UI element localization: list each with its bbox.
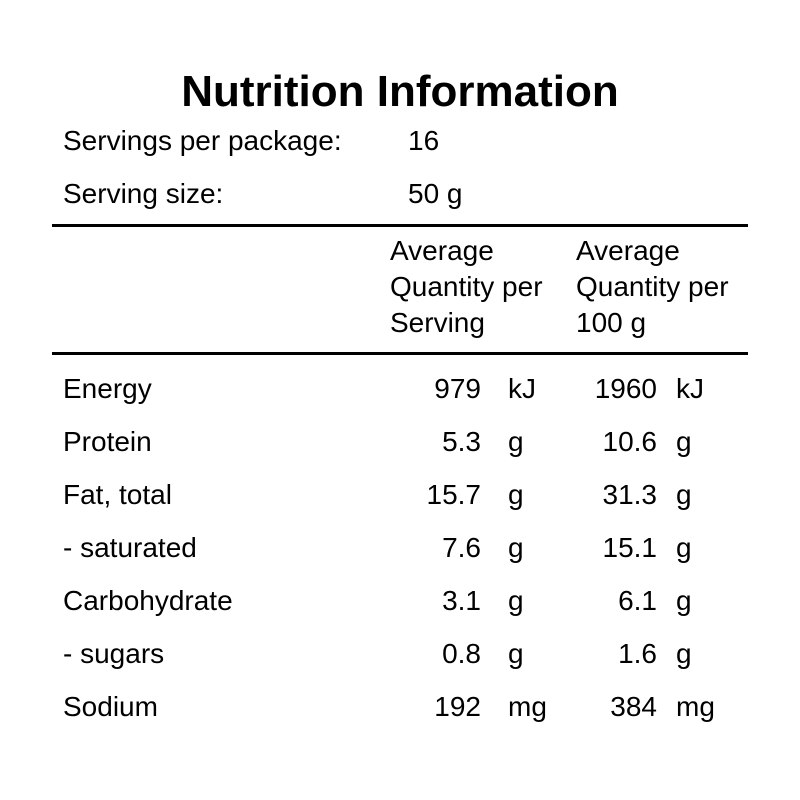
per-serving-unit: mg: [508, 691, 547, 722]
per-serving-unit: kJ: [508, 373, 536, 404]
serving-size-value: 50 g: [408, 178, 463, 209]
per-serving-unit: g: [508, 585, 524, 616]
per-100g-unit: kJ: [676, 373, 704, 404]
per-serving-value: 7.6: [442, 532, 481, 563]
nutrient-name: Protein: [63, 426, 152, 457]
per-100g-value: 31.3: [602, 479, 658, 510]
per-serving-value: 5.3: [442, 426, 481, 457]
per-100g-value: 15.1: [602, 532, 658, 563]
per-100g-value: 1.6: [618, 638, 657, 669]
per-100g-unit: g: [676, 479, 692, 510]
nutrient-name: - sugars: [63, 638, 165, 669]
nutrient-name: Fat, total: [63, 479, 172, 510]
page-title: Nutrition Information: [181, 67, 619, 116]
nutrient-name: Energy: [63, 373, 152, 404]
per-100g-unit: g: [676, 585, 692, 616]
column-header-per-100g-line: 100 g: [576, 307, 647, 338]
per-serving-unit: g: [508, 532, 524, 563]
column-header-per-100g: Average Quantity per 100 g: [576, 233, 729, 341]
column-header-per-serving: Average Quantity per Serving: [390, 233, 543, 341]
per-serving-unit: g: [508, 638, 524, 669]
per-100g-unit: g: [676, 638, 692, 669]
column-header-per-serving-line: Quantity per: [390, 271, 543, 302]
per-100g-value: 10.6: [602, 426, 658, 457]
nutrient-name: Carbohydrate: [63, 585, 233, 616]
column-header-per-100g-line: Average: [576, 235, 680, 266]
top-divider: [52, 224, 748, 227]
column-header-per-serving-line: Average: [390, 235, 494, 266]
servings-per-package-value: 16: [408, 125, 440, 156]
column-header-per-100g-line: Quantity per: [576, 271, 729, 302]
per-100g-unit: g: [676, 532, 692, 563]
per-100g-value: 1960: [594, 373, 657, 404]
per-100g-value: 384: [610, 691, 657, 722]
per-serving-value: 192: [434, 691, 481, 722]
per-100g-value: 6.1: [618, 585, 657, 616]
per-serving-value: 15.7: [426, 479, 482, 510]
per-serving-value: 0.8: [442, 638, 481, 669]
nutrient-name: - saturated: [63, 532, 197, 563]
servings-per-package-label: Servings per package:: [63, 125, 342, 156]
header-divider: [52, 352, 748, 355]
nutrient-name: Sodium: [63, 691, 158, 722]
per-100g-unit: mg: [676, 691, 715, 722]
per-serving-unit: g: [508, 426, 524, 457]
per-serving-value: 3.1: [442, 585, 481, 616]
per-serving-value: 979: [434, 373, 481, 404]
per-100g-unit: g: [676, 426, 692, 457]
per-serving-unit: g: [508, 479, 524, 510]
serving-size-label: Serving size:: [63, 178, 224, 209]
column-header-per-serving-line: Serving: [390, 307, 485, 338]
